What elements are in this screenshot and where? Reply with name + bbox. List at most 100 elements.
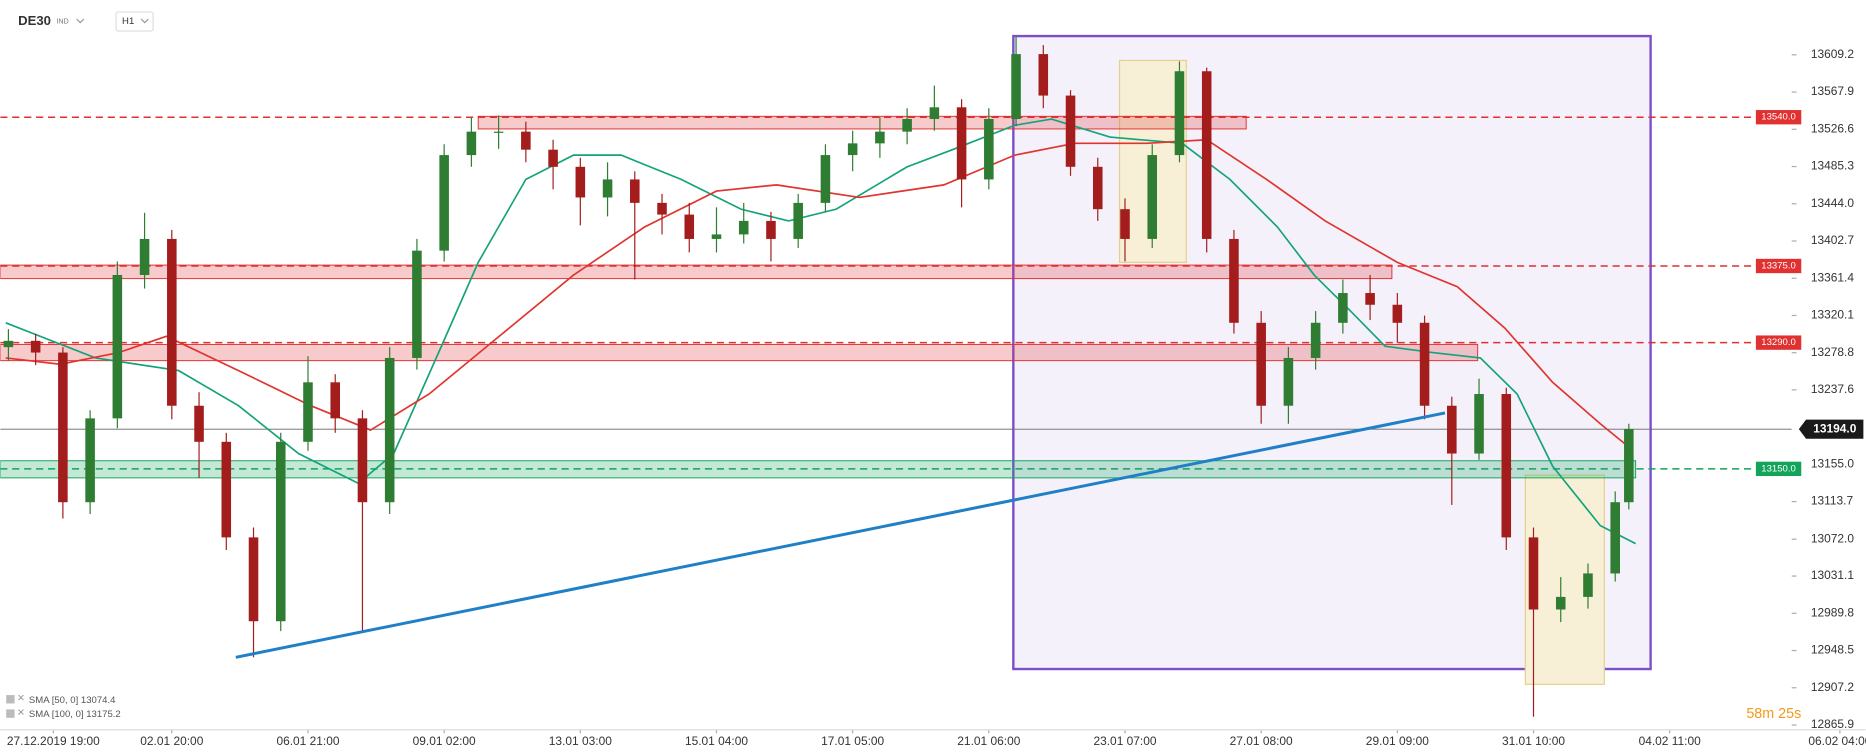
candle-body [1120, 209, 1130, 239]
candle-body [684, 214, 695, 239]
legend-name: SMA [50, 0] [29, 694, 78, 705]
timeframe[interactable]: H1 [122, 16, 134, 27]
overlay: 13609.2 13567.9 13526.6 13485.3 13444.0 13402… [0, 47, 1866, 748]
x-tick-label: 15.01 04:00 [685, 734, 748, 748]
candle-body [412, 250, 422, 358]
x-tick-label: 31.01 10:00 [1502, 734, 1565, 748]
legend-value: 13175.2 [86, 709, 121, 720]
candle-body [330, 382, 340, 419]
y-tick-label: 13113.7 [1811, 494, 1854, 508]
y-tick-label: 13072.0 [1811, 531, 1855, 545]
level-label-box [1755, 258, 1802, 274]
candle-body [738, 220, 749, 235]
x-tick-label: 06.01 21:00 [276, 734, 339, 748]
candle-body [58, 352, 68, 503]
x-tick-label: 21.01 06:00 [957, 734, 1020, 748]
candle-body [902, 119, 912, 132]
candle-body [1419, 322, 1430, 406]
timeframe-dropdown[interactable] [140, 18, 149, 24]
level-label-box [1755, 110, 1802, 125]
y-tick-label: 12865.9 [1811, 717, 1855, 731]
candle-body [575, 166, 586, 198]
candle-body [548, 149, 558, 167]
candle-body [357, 418, 368, 503]
candle-body [847, 143, 858, 156]
candle-body [1229, 238, 1239, 323]
legend-name: SMA [100, 0] [29, 709, 84, 720]
candle-body [1201, 71, 1212, 239]
legend-value: 13074.4 [81, 694, 116, 705]
level-label-box [1755, 461, 1802, 477]
candle-body [384, 357, 395, 503]
legend-entry: SMA [50, 0] 13074.4 [29, 694, 116, 705]
y-tick-label: 13237.6 [1811, 382, 1855, 396]
level-label: 13290.0 [1761, 337, 1796, 348]
candle-body [466, 131, 477, 156]
symbol-dropdown[interactable] [76, 18, 85, 24]
y-tick-label: 13402.7 [1811, 233, 1855, 247]
x-tick-label: 23.01 07:00 [1093, 734, 1156, 748]
candle-body [602, 179, 613, 198]
candle-body [984, 119, 994, 180]
candle-body [30, 340, 41, 353]
y-tick-label: 13567.9 [1811, 84, 1855, 98]
candle-body [1038, 54, 1049, 96]
x-tick-label: 13.01 03:00 [549, 734, 612, 748]
y-tick-label: 13485.3 [1811, 159, 1855, 173]
candle-body [1610, 502, 1620, 574]
candle-body [875, 131, 885, 144]
candle-body [929, 107, 940, 120]
x-tick-label: 17.01 05:00 [821, 734, 884, 748]
x-tick-label: 27.12.2019 19:00 [7, 734, 100, 748]
y-tick-label: 13031.1 [1811, 568, 1855, 582]
candle-body [820, 155, 831, 203]
zone [0, 343, 1479, 362]
legend-close[interactable]: ✕ [17, 693, 25, 704]
x-tick-label: 04.02 11:00 [1639, 734, 1702, 748]
y-tick-label: 13361.4 [1811, 270, 1855, 284]
trendline [235, 411, 1446, 659]
symbol[interactable]: DE30 [18, 13, 51, 28]
candle-body [139, 238, 150, 276]
legend-close[interactable]: ✕ [17, 708, 25, 719]
candle-body [711, 234, 722, 239]
candle-body [521, 131, 531, 150]
candle-body [303, 382, 313, 442]
candle-body [1501, 394, 1512, 538]
sma-line [5, 138, 1631, 449]
level-label: 13540.0 [1761, 112, 1796, 123]
plot-area [0, 34, 1792, 717]
zone [0, 264, 1393, 280]
candle-body [439, 155, 449, 251]
last-price-box [1798, 419, 1864, 439]
candle-body [1065, 95, 1076, 167]
candle-body [1092, 166, 1103, 210]
candle-body [194, 405, 204, 442]
level-label: 13375.0 [1761, 261, 1796, 272]
candle-body [766, 220, 776, 239]
candle-body [1174, 71, 1185, 156]
zone [477, 115, 1247, 130]
y-tick-label: 13444.0 [1811, 196, 1855, 210]
x-tick-label: 02.01 20:00 [140, 734, 203, 748]
legend-entry: SMA [100, 0] 13175.2 [29, 709, 121, 720]
y-tick-label: 12907.2 [1811, 680, 1855, 694]
candle-body [167, 238, 177, 406]
legend-icon [6, 695, 15, 704]
candle-body [1011, 54, 1021, 120]
candle-body [1624, 429, 1634, 503]
candle-body [1283, 357, 1294, 406]
y-tick-label: 13526.6 [1811, 121, 1855, 135]
level-label: 13150.0 [1761, 463, 1796, 474]
timeframe-box[interactable] [115, 11, 154, 32]
legend-icon [6, 709, 15, 718]
candle-body [1365, 293, 1375, 305]
candle-body [1447, 405, 1457, 454]
candle-body [1310, 322, 1321, 358]
y-tick-label: 12989.8 [1811, 605, 1855, 619]
y-tick-label: 13278.8 [1811, 345, 1855, 359]
y-tick-label: 12948.5 [1811, 643, 1855, 657]
market: IND [56, 17, 68, 25]
candle-body [1147, 155, 1158, 239]
